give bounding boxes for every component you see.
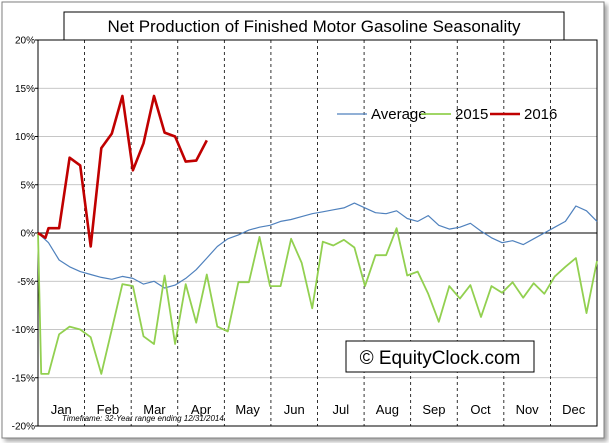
x-tick-label: Dec [562, 402, 586, 417]
x-tick-label: Jun [284, 402, 305, 417]
x-tick-label: Jan [51, 402, 72, 417]
legend: Average 2015 2016 [337, 106, 557, 123]
y-tick-label: -10% [12, 325, 35, 336]
legend-label: 2016 [524, 106, 557, 123]
grid [38, 40, 597, 426]
legend-label: Average [371, 106, 427, 123]
y-tick-label: 5% [21, 180, 36, 191]
y-tick-label: -15% [12, 373, 35, 384]
series-group [37, 94, 598, 375]
legend-label: 2015 [455, 106, 488, 123]
y-tick-label: 10% [15, 132, 35, 143]
x-tick-label: Jul [332, 402, 349, 417]
x-tick-label: Aug [376, 402, 399, 417]
y-tick-label: 20% [15, 36, 35, 47]
watermark-text: © EquityClock.com [360, 348, 521, 369]
series-line-2015 [37, 227, 598, 375]
footnote: Timeframe: 32-Year range ending 12/31/20… [62, 414, 224, 423]
series-line-2016 [37, 94, 208, 248]
x-tick-label: May [235, 402, 260, 417]
y-tick-label: -5% [17, 277, 35, 288]
x-axis-ticks: Jan Feb Mar Apr May Jun Jul Aug Sep Oct Nov Dec [51, 402, 586, 417]
y-tick-label: -20% [12, 422, 35, 433]
y-axis-ticks: 20% 15% 10% 5% 0% -5% -10% -15% -20% [12, 36, 38, 433]
x-tick-label: Sep [422, 402, 445, 417]
series-line-average [37, 202, 598, 289]
watermark-box [345, 340, 535, 373]
y-tick-label: 15% [15, 84, 35, 95]
x-tick-label: Nov [516, 402, 540, 417]
x-tick-label: Mar [143, 402, 166, 417]
title-box [63, 11, 565, 41]
y-tick-label: 0% [21, 229, 36, 240]
x-tick-label: Apr [191, 402, 212, 417]
x-tick-label: Oct [470, 402, 491, 417]
chart-title: Net Production of Finished Motor Gasolin… [108, 17, 521, 36]
x-tick-label: Feb [97, 402, 119, 417]
